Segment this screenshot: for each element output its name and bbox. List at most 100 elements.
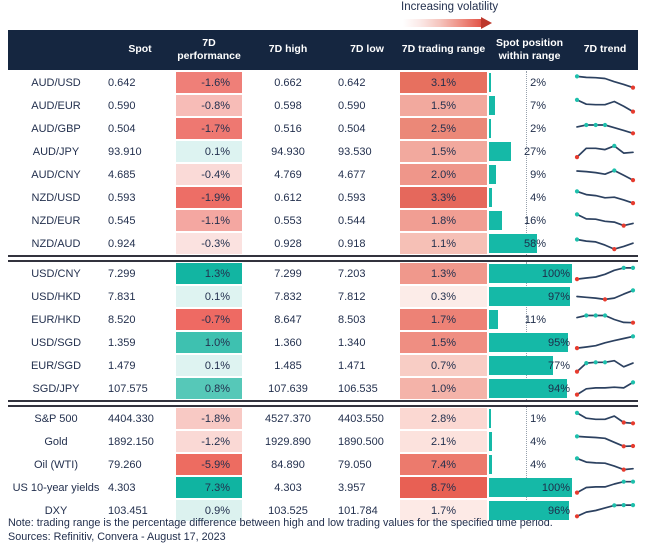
instrument-label: AUD/CNY (31, 168, 81, 181)
header-cell-7d-performance: 7D performance (177, 36, 241, 62)
instrument-label: AUD/JPY (32, 145, 80, 158)
trading-range-value: 0.7% (430, 359, 457, 372)
trading-range-value: 2.0% (430, 168, 457, 181)
position-bar (489, 356, 553, 375)
trend-sparkline (572, 232, 638, 255)
performance-heat-background (176, 431, 242, 452)
position-bar (489, 379, 568, 398)
trend-sparkline (572, 285, 638, 308)
performance-heat-background (176, 263, 242, 284)
instrument-label: Oil (WTI) (34, 458, 78, 471)
low-value: 4.677 (338, 168, 366, 181)
trading-range-cell: 3.1% (400, 71, 487, 94)
low-value: 0.918 (338, 237, 366, 250)
performance-cell: -1.7% (176, 117, 242, 140)
trading-range-heat-background (400, 454, 487, 475)
performance-cell: 0.8% (176, 377, 242, 400)
increasing-volatility-arrow-icon (401, 16, 501, 29)
instrument-label: USD/HKD (31, 290, 81, 303)
low-value: 0.642 (338, 76, 366, 89)
performance-value: -0.7% (201, 313, 230, 326)
instrument-label: S&P 500 (34, 412, 78, 425)
low-value: 7.203 (338, 267, 366, 280)
performance-heat-background (176, 477, 242, 498)
trading-range-cell: 1.5% (400, 331, 487, 354)
volatility-gradient-bar (403, 19, 481, 27)
high-value: 4.303 (274, 481, 302, 494)
performance-value: 0.9% (204, 504, 230, 517)
instrument-label: SGD/JPY (32, 382, 80, 395)
table-row: SGD/JPY 107.575 0.8% 107.639 106.535 1.0… (8, 377, 638, 400)
trend-sparkline (572, 140, 638, 163)
spot-value: 7.831 (108, 290, 136, 303)
spot-value: 79.260 (108, 458, 142, 471)
low-value: 0.544 (338, 214, 366, 227)
performance-heat-background (176, 332, 242, 353)
performance-heat-background (176, 309, 242, 330)
table-body: AUD/USD 0.642 -1.6% 0.662 0.642 3.1% 2% … (8, 71, 638, 522)
spot-value: 1892.150 (108, 435, 154, 448)
table-section: USD/CNY 7.299 1.3% 7.299 7.203 1.3% 100%… (8, 262, 638, 400)
performance-cell: -0.4% (176, 163, 242, 186)
trading-range-cell: 1.7% (400, 499, 487, 522)
performance-value: -0.4% (201, 168, 230, 181)
sources-text: Sources: Refinitiv, Convera - August 17,… (8, 531, 226, 543)
instrument-label: EUR/SGD (30, 359, 82, 372)
high-value: 0.553 (274, 214, 302, 227)
trading-range-value: 2.5% (430, 122, 457, 135)
spot-position-cell: 1% (487, 407, 572, 430)
spot-position-cell: 2% (487, 71, 572, 94)
high-value: 0.598 (274, 99, 302, 112)
trading-range-value: 1.5% (430, 336, 457, 349)
instrument-label: Gold (44, 435, 68, 448)
table-row: NZD/AUD 0.924 -0.3% 0.928 0.918 1.1% 58% (8, 232, 638, 255)
position-bar (489, 96, 495, 115)
position-value: 96% (547, 504, 570, 517)
trading-range-cell: 1.7% (400, 308, 487, 331)
spot-position-cell: 95% (487, 331, 572, 354)
trading-range-heat-background (400, 500, 487, 521)
performance-heat-background (176, 164, 242, 185)
instrument-label: USD/SGD (30, 336, 82, 349)
position-value: 4% (530, 435, 546, 448)
spot-value: 0.924 (108, 237, 136, 250)
performance-value: -5.9% (201, 458, 230, 471)
position-bar (489, 333, 568, 352)
position-bar (489, 501, 569, 520)
trend-sparkline (572, 354, 638, 377)
trading-range-value: 1.0% (430, 382, 457, 395)
table-row: EUR/HKD 8.520 -0.7% 8.647 8.503 1.7% 11% (8, 308, 638, 331)
trend-sparkline (572, 117, 638, 140)
spot-position-cell: 100% (487, 476, 572, 499)
performance-cell: 1.0% (176, 331, 242, 354)
trading-range-heat-background (400, 72, 487, 93)
trading-range-value: 3.1% (430, 76, 457, 89)
trading-range-value: 1.5% (430, 145, 457, 158)
position-bar (489, 165, 497, 184)
low-value: 8.503 (338, 313, 366, 326)
trading-range-value: 0.3% (430, 290, 457, 303)
trading-range-heat-background (400, 431, 487, 452)
table-row: DXY 103.451 0.9% 103.525 101.784 1.7% 96… (8, 499, 638, 522)
performance-heat-background (176, 233, 242, 254)
spot-position-cell: 97% (487, 285, 572, 308)
table-section: S&P 500 4404.330 -1.8% 4527.370 4403.550… (8, 407, 638, 522)
trend-sparkline (572, 186, 638, 209)
trend-sparkline (572, 331, 638, 354)
trading-range-value: 1.5% (430, 99, 457, 112)
trading-range-value: 1.7% (430, 313, 457, 326)
table-row: AUD/USD 0.642 -1.6% 0.662 0.642 3.1% 2% (8, 71, 638, 94)
spot-value: 1.359 (108, 336, 136, 349)
trading-range-cell: 2.0% (400, 163, 487, 186)
header-cell-7d-low: 7D low (350, 43, 384, 56)
spot-value: 1.479 (108, 359, 136, 372)
performance-cell: 7.3% (176, 476, 242, 499)
performance-cell: -1.8% (176, 407, 242, 430)
spot-position-cell: 4% (487, 430, 572, 453)
trading-range-cell: 7.4% (400, 453, 487, 476)
performance-value: -1.7% (201, 122, 230, 135)
spot-position-cell: 77% (487, 354, 572, 377)
spot-position-cell: 16% (487, 209, 572, 232)
position-value: 58% (523, 237, 546, 250)
position-bar (489, 455, 493, 474)
